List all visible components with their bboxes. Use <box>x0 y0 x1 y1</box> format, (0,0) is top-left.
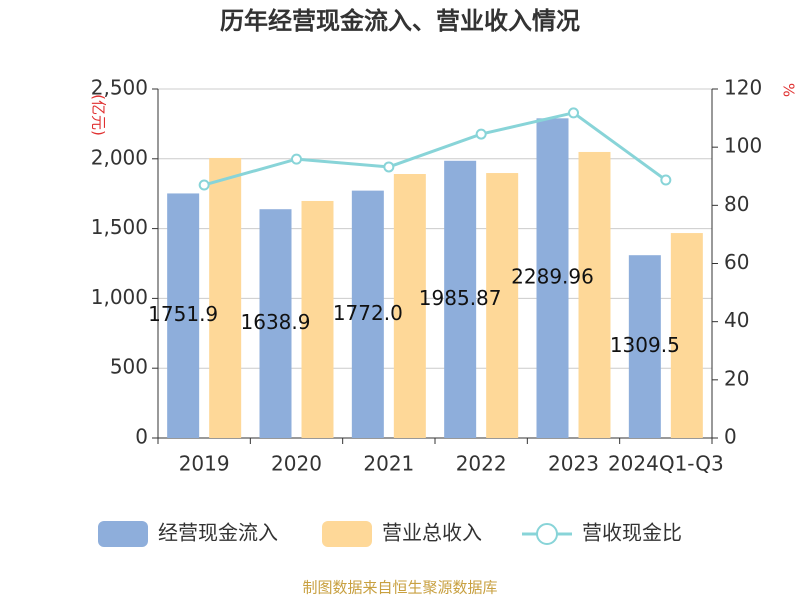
x-tick-label: 2021 <box>363 452 414 476</box>
legend-label: 营业总收入 <box>382 521 482 545</box>
y2-tick-label: 0 <box>724 425 737 449</box>
line-point <box>660 174 672 186</box>
bar <box>670 233 703 438</box>
y-tick-label: 2,000 <box>91 145 148 169</box>
y2-unit: % <box>780 83 798 97</box>
y2-tick-label: 100 <box>724 134 762 158</box>
value-label: 2289.96 <box>511 265 594 289</box>
bar <box>486 173 519 439</box>
bar <box>167 193 200 438</box>
value-label: 1638.9 <box>241 310 311 334</box>
bar <box>209 157 242 438</box>
x-tick-label: 2022 <box>456 452 507 476</box>
legend-item: 经营现金流入 <box>98 521 278 547</box>
y2-tick-label: 120 <box>724 76 762 100</box>
y-unit: (亿元) <box>90 94 108 136</box>
line-point <box>383 161 395 173</box>
y2-tick-label: 60 <box>724 250 749 274</box>
source-note: 制图数据来自恒生聚源数据库 <box>302 579 497 597</box>
line-point <box>568 107 579 119</box>
bar <box>628 255 661 438</box>
bar <box>578 151 611 438</box>
y2-tick-label: 80 <box>724 192 749 216</box>
bar <box>444 160 477 438</box>
legend-swatch <box>98 521 148 547</box>
legend-swatch <box>536 523 558 545</box>
x-tick-label: 2019 <box>179 452 230 476</box>
bar <box>393 174 426 438</box>
bar <box>259 209 292 438</box>
x-tick-label: 2024Q1-Q3 <box>608 452 724 476</box>
line-point <box>198 179 210 191</box>
x-tick-label: 2023 <box>548 452 599 476</box>
legend-label: 营收现金比 <box>582 521 682 545</box>
bar <box>301 200 334 438</box>
line-point <box>291 153 302 165</box>
legend-swatch <box>322 521 372 547</box>
x-tick-label: 2020 <box>271 452 322 476</box>
value-label: 1772.0 <box>333 301 403 325</box>
line-point <box>475 128 487 140</box>
y2-tick-label: 40 <box>724 308 749 332</box>
y-tick-label: 500 <box>110 355 148 379</box>
bar <box>536 118 569 438</box>
legend-item: 营收现金比 <box>522 521 682 545</box>
y-tick-label: 0 <box>135 425 148 449</box>
value-label: 1309.5 <box>610 333 680 357</box>
y-tick-label: 1,000 <box>91 285 148 309</box>
value-label: 1751.9 <box>148 302 218 326</box>
bar <box>351 190 384 438</box>
y-tick-label: 2,500 <box>91 76 148 100</box>
line <box>203 111 667 187</box>
y-tick-label: 1,500 <box>91 215 148 239</box>
legend-item: 营业总收入 <box>322 521 482 547</box>
y2-tick-label: 20 <box>724 366 749 390</box>
chart-title: 历年经营现金流入、营业收入情况 <box>220 7 580 35</box>
legend-label: 经营现金流入 <box>158 521 278 545</box>
value-label: 1985.87 <box>419 286 502 310</box>
